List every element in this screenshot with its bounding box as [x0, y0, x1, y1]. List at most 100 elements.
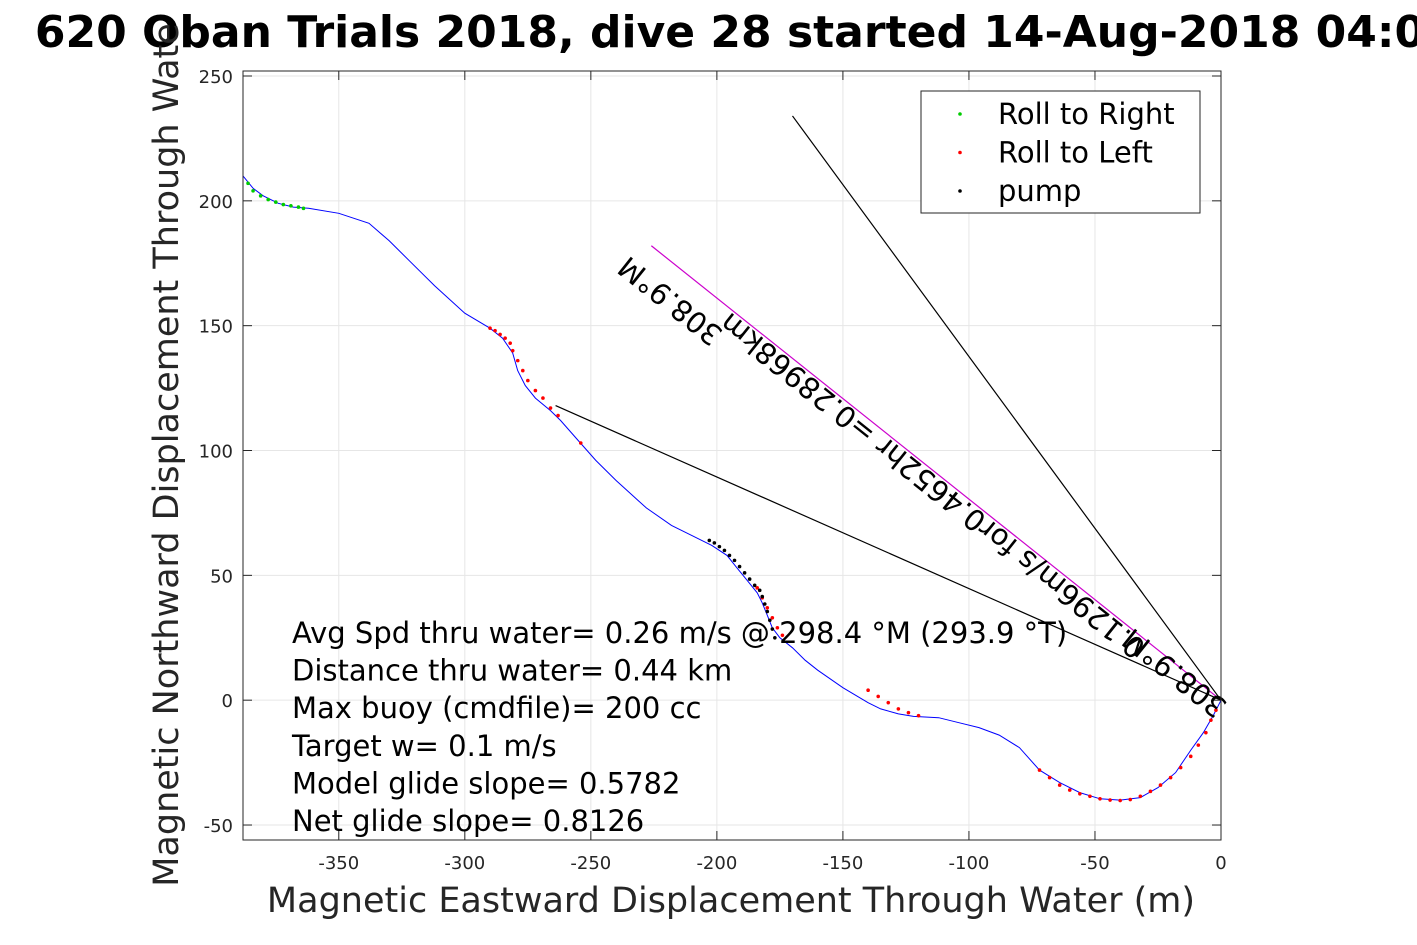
roll-left-point — [556, 413, 560, 418]
pump-point — [757, 588, 762, 593]
legend: Roll to Right Roll to Left pump — [920, 90, 1201, 214]
x-tick-label: -50 — [1080, 853, 1109, 874]
stat-line: Avg Spd thru water= 0.26 m/s @ 298.4 °M … — [292, 616, 1067, 650]
roll-left-point — [498, 332, 502, 337]
pump-point — [765, 609, 770, 614]
roll-left-point — [548, 406, 553, 410]
x-tick-label: -250 — [570, 853, 611, 874]
x-axis-label: Magnetic Eastward Displacement Through W… — [267, 881, 1195, 921]
heading-rotated-label: 308.9°M — [612, 250, 729, 353]
roll-left-point — [503, 336, 507, 340]
roll-left-point — [906, 710, 911, 715]
roll-right-point — [258, 194, 263, 198]
y-tick-label: -50 — [204, 816, 233, 837]
pump-point — [768, 618, 772, 623]
roll-right-point — [289, 204, 293, 208]
roll-left-point — [520, 368, 525, 373]
plot-frame — [242, 70, 1222, 841]
heading-line-magenta — [650, 245, 1222, 701]
roll-left-point — [1188, 754, 1193, 759]
roll-left-point — [876, 694, 880, 699]
roll-left-point — [775, 625, 780, 630]
roll-left-point — [1088, 794, 1092, 799]
roll-left-point — [896, 707, 901, 711]
roll-left-point — [1108, 798, 1112, 802]
roll-left-point — [1057, 783, 1062, 787]
roll-left-point — [755, 586, 760, 590]
pump-point — [707, 538, 712, 543]
pump-point — [732, 558, 737, 563]
pump-point — [742, 571, 747, 575]
pump-point — [770, 627, 775, 631]
x-tick-label: -100 — [949, 853, 990, 874]
stats-annotation: Avg Spd thru water= 0.26 m/s @ 298.4 °M … — [291, 616, 1067, 838]
y-tick-label: 50 — [210, 566, 233, 587]
roll-left-point — [1037, 768, 1042, 772]
x-tick-label: -200 — [696, 853, 737, 874]
roll-left-point — [1178, 765, 1183, 770]
roll-left-point — [1196, 743, 1201, 747]
roll-left-point — [1098, 797, 1102, 801]
stat-line: Distance thru water= 0.44 km — [292, 654, 732, 688]
chart-title: 620 Oban Trials 2018, dive 28 started 14… — [35, 7, 1417, 58]
roll-right-point — [273, 200, 278, 204]
stat-line: Model glide slope= 0.5782 — [292, 766, 680, 800]
legend-label: Roll to Left — [998, 136, 1153, 170]
y-tick-label: 100 — [199, 442, 233, 463]
roll-right-point — [296, 205, 301, 209]
heading-line-black-upper — [792, 115, 1222, 701]
roll-right-point — [266, 197, 271, 202]
roll-left-point — [1128, 797, 1133, 802]
roll-left-point — [533, 388, 538, 393]
x-tick-label: -150 — [822, 853, 863, 874]
roll-left-point — [541, 396, 545, 400]
stat-line: Net glide slope= 0.8126 — [292, 804, 644, 838]
y-tick-label: 0 — [222, 691, 233, 712]
y-tick-label: 250 — [199, 67, 233, 88]
roll-left-point — [916, 713, 921, 718]
y-tick-label: 200 — [199, 192, 233, 213]
roll-left-point — [510, 348, 515, 353]
roll-left-point — [780, 633, 785, 638]
pump-point — [752, 583, 757, 588]
pump-point — [737, 564, 742, 569]
roll-left-point — [493, 328, 497, 333]
roll-right-point — [301, 206, 306, 211]
ticks: -350 -300 -250 -200 -150 -100 -50 0 -50 0 50 100 150… — [199, 67, 1227, 874]
pump-point — [773, 635, 777, 640]
series — [242, 175, 1222, 803]
legend-marker — [958, 112, 962, 116]
roll-right-point — [246, 181, 250, 186]
roll-left-point — [1214, 708, 1218, 712]
roll-left-point — [1148, 789, 1153, 794]
roll-left-point — [886, 700, 891, 705]
roll-left-point — [770, 615, 775, 620]
pump-point — [717, 544, 722, 549]
pump-point — [747, 577, 752, 581]
pump-point — [712, 541, 717, 545]
roll-left-point — [1158, 783, 1163, 787]
reference-lines — [555, 115, 1222, 701]
legend-marker — [958, 150, 962, 155]
stat-line: Max buoy (cmdfile)= 200 cc — [292, 691, 701, 725]
roll-left-point — [1138, 794, 1143, 799]
y-axis-label: Magnetic Northward Displacement Through … — [147, 23, 187, 887]
roll-left-point — [1078, 792, 1082, 796]
legend-marker — [958, 189, 962, 193]
roll-left-point — [1209, 718, 1213, 722]
roll-left-point — [578, 441, 583, 445]
pump-point — [760, 594, 765, 599]
stat-line: Target w= 0.1 m/s — [291, 729, 557, 763]
pump-point — [727, 553, 732, 558]
roll-left-point — [866, 688, 870, 692]
legend-box — [920, 90, 1201, 214]
roll-left-point — [1118, 798, 1122, 803]
legend-label: pump — [998, 174, 1081, 208]
roll-left-point — [1067, 788, 1072, 792]
legend-label: Roll to Right — [998, 97, 1175, 131]
roll-left-point — [765, 606, 770, 610]
heading-line-black-lower — [555, 405, 1222, 701]
roll-right-point — [281, 202, 286, 207]
roll-right-point — [251, 189, 255, 193]
